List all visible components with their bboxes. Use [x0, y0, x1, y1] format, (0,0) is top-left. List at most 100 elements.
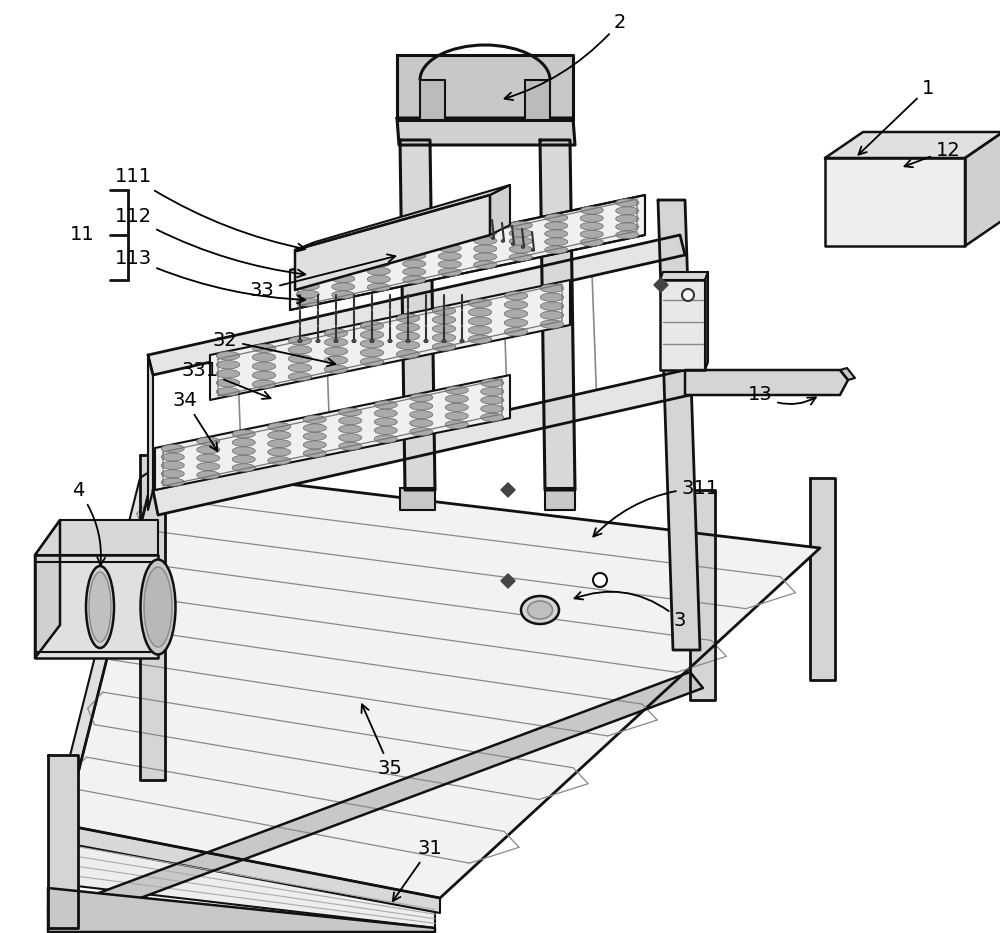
- Ellipse shape: [432, 315, 456, 324]
- Ellipse shape: [161, 469, 184, 478]
- Text: 33: 33: [250, 255, 395, 299]
- Ellipse shape: [616, 207, 639, 215]
- Ellipse shape: [438, 269, 461, 276]
- Ellipse shape: [545, 214, 568, 222]
- Ellipse shape: [374, 435, 397, 443]
- Text: 32: 32: [213, 330, 335, 366]
- Polygon shape: [965, 132, 1000, 246]
- Ellipse shape: [616, 230, 639, 239]
- Text: 111: 111: [114, 168, 305, 251]
- Ellipse shape: [468, 308, 492, 316]
- Ellipse shape: [445, 421, 468, 428]
- Ellipse shape: [509, 254, 532, 261]
- Ellipse shape: [438, 252, 461, 260]
- Ellipse shape: [512, 243, 514, 245]
- Ellipse shape: [252, 362, 276, 370]
- Ellipse shape: [339, 417, 362, 425]
- Polygon shape: [290, 195, 645, 310]
- Ellipse shape: [296, 290, 319, 299]
- Ellipse shape: [540, 320, 564, 328]
- Ellipse shape: [509, 237, 532, 245]
- Ellipse shape: [492, 237, 494, 239]
- Ellipse shape: [216, 352, 240, 360]
- Ellipse shape: [580, 238, 603, 246]
- Ellipse shape: [545, 222, 568, 230]
- Ellipse shape: [481, 397, 504, 404]
- Bar: [501, 483, 515, 497]
- Ellipse shape: [161, 461, 184, 469]
- Ellipse shape: [324, 329, 348, 338]
- Ellipse shape: [296, 266, 319, 274]
- Polygon shape: [148, 235, 685, 375]
- Ellipse shape: [532, 249, 534, 251]
- Text: 2: 2: [505, 12, 626, 100]
- Polygon shape: [825, 132, 1000, 158]
- Ellipse shape: [396, 323, 420, 331]
- Polygon shape: [35, 520, 158, 555]
- Ellipse shape: [367, 284, 390, 291]
- Ellipse shape: [468, 326, 492, 334]
- Ellipse shape: [324, 347, 348, 355]
- Ellipse shape: [468, 335, 492, 343]
- Ellipse shape: [374, 426, 397, 435]
- Polygon shape: [68, 835, 435, 928]
- Ellipse shape: [367, 275, 390, 283]
- Ellipse shape: [616, 199, 639, 206]
- Polygon shape: [290, 195, 645, 310]
- Ellipse shape: [580, 206, 603, 215]
- Ellipse shape: [432, 342, 456, 351]
- Ellipse shape: [374, 418, 397, 425]
- Ellipse shape: [161, 444, 184, 453]
- Ellipse shape: [296, 274, 319, 282]
- Polygon shape: [65, 825, 440, 913]
- Ellipse shape: [268, 456, 291, 465]
- Ellipse shape: [288, 372, 312, 381]
- Text: 11: 11: [70, 226, 95, 244]
- Ellipse shape: [161, 453, 184, 461]
- Text: 331: 331: [181, 360, 271, 399]
- Polygon shape: [295, 185, 510, 250]
- Ellipse shape: [374, 401, 397, 409]
- Ellipse shape: [252, 344, 276, 353]
- Ellipse shape: [481, 387, 504, 396]
- Ellipse shape: [432, 334, 456, 342]
- Polygon shape: [35, 520, 60, 658]
- Polygon shape: [810, 478, 835, 680]
- Text: 34: 34: [173, 391, 217, 451]
- Ellipse shape: [324, 365, 348, 373]
- Text: 1: 1: [858, 78, 934, 155]
- Ellipse shape: [296, 299, 319, 306]
- Ellipse shape: [268, 431, 291, 439]
- Polygon shape: [148, 355, 153, 510]
- Bar: [654, 278, 668, 292]
- Ellipse shape: [197, 463, 220, 470]
- Ellipse shape: [298, 340, 302, 342]
- Polygon shape: [48, 888, 435, 932]
- Ellipse shape: [403, 260, 426, 268]
- Polygon shape: [690, 490, 715, 700]
- Ellipse shape: [374, 410, 397, 417]
- Ellipse shape: [396, 332, 420, 341]
- Ellipse shape: [474, 237, 497, 244]
- Polygon shape: [48, 755, 78, 928]
- Polygon shape: [660, 272, 708, 280]
- Ellipse shape: [332, 283, 355, 291]
- Ellipse shape: [540, 284, 564, 292]
- Ellipse shape: [682, 289, 694, 301]
- Ellipse shape: [438, 260, 461, 268]
- Ellipse shape: [339, 425, 362, 433]
- Ellipse shape: [216, 360, 240, 369]
- Polygon shape: [685, 370, 848, 395]
- Ellipse shape: [504, 327, 528, 336]
- Ellipse shape: [504, 318, 528, 327]
- Polygon shape: [840, 368, 855, 380]
- Polygon shape: [35, 555, 158, 658]
- Ellipse shape: [140, 560, 176, 655]
- Ellipse shape: [424, 340, 428, 342]
- Ellipse shape: [410, 402, 433, 411]
- Ellipse shape: [445, 403, 468, 411]
- Text: 3: 3: [575, 592, 686, 630]
- Ellipse shape: [268, 439, 291, 448]
- Ellipse shape: [197, 438, 220, 445]
- Text: 31: 31: [393, 839, 442, 901]
